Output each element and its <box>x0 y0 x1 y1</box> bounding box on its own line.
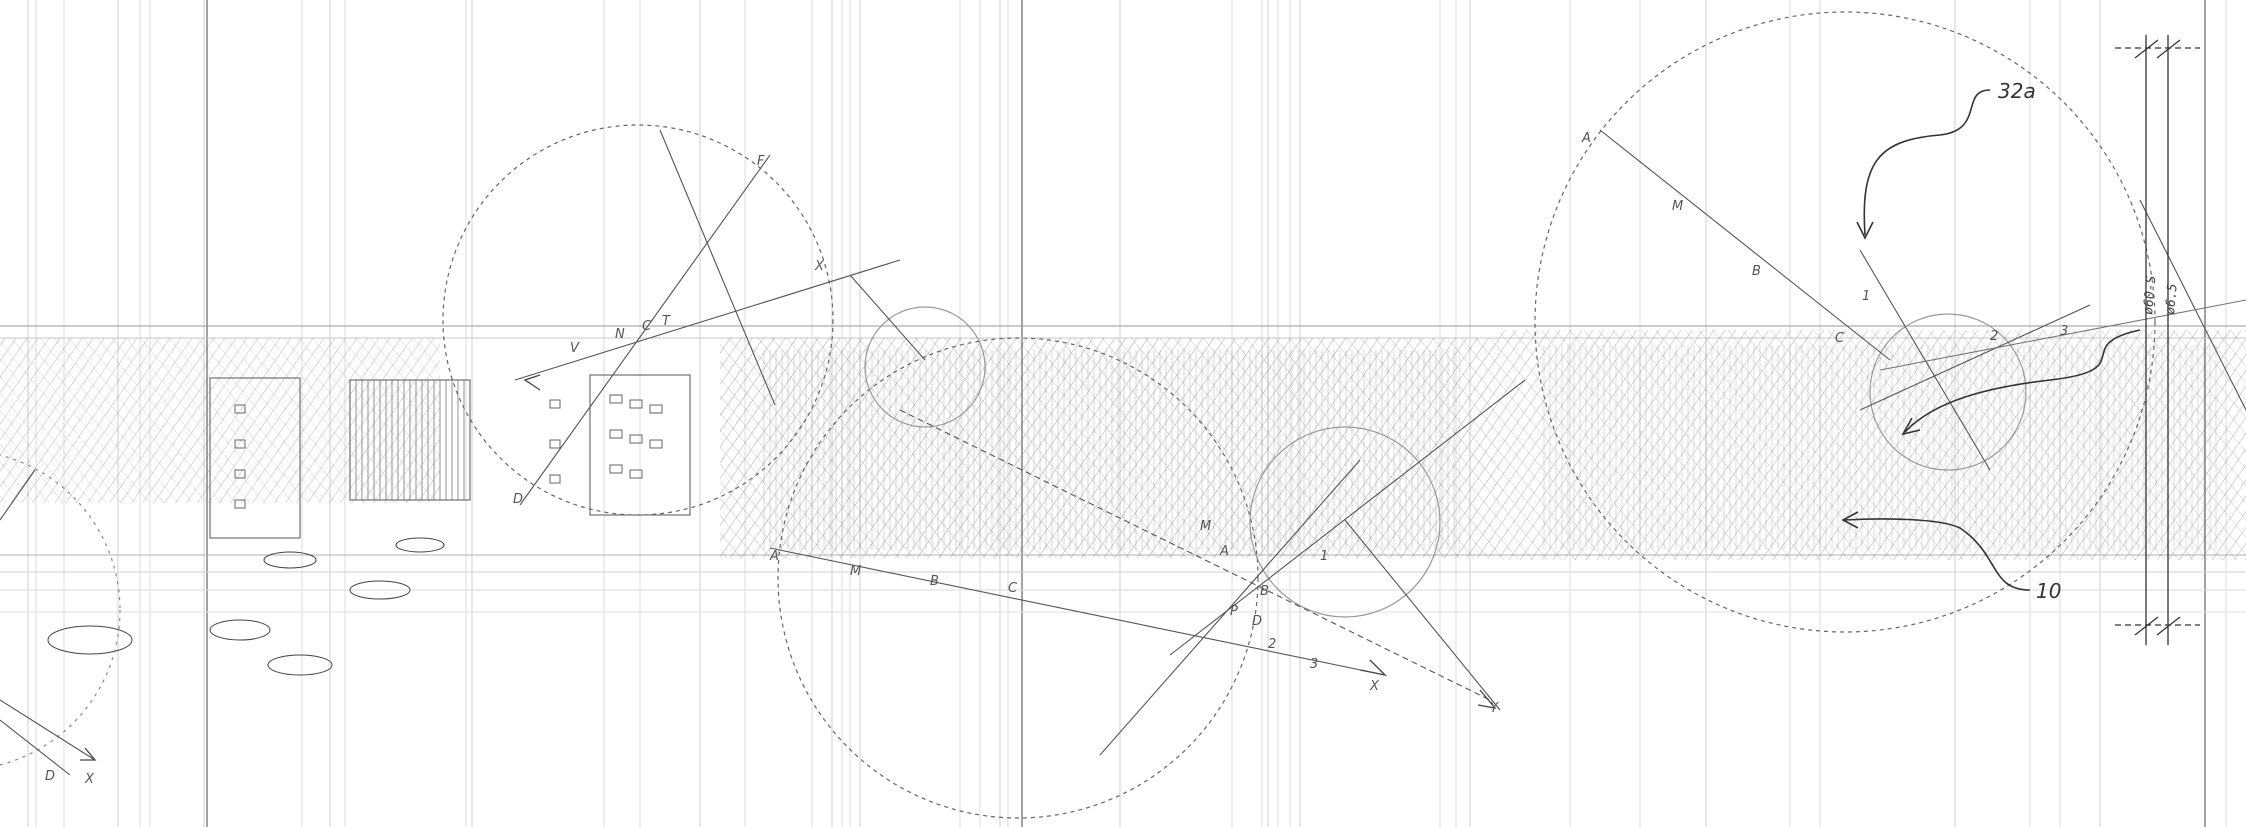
building-block-2 <box>349 379 471 501</box>
callout-labels: 32a 10 ø60-S ø6.5 <box>1998 79 2181 603</box>
label-center-b: B <box>1260 584 1269 599</box>
leader-5 <box>1904 329 2141 433</box>
dim-b-label: ø6.5 <box>2163 283 2181 316</box>
city-band-center-v <box>760 350 1460 550</box>
dim-a-label: ø60-S <box>2141 275 2159 315</box>
label-far-left-d: D <box>45 769 55 784</box>
label-left-t: T <box>662 314 671 329</box>
label-right-c: C <box>1835 331 1845 346</box>
label-right-3: 3 <box>2060 324 2068 339</box>
label-left-b: B <box>930 574 939 589</box>
construction-circles <box>0 11 2156 819</box>
window-grid <box>234 394 663 509</box>
construction-point-labels: V N C T F D A M B X C A D P 1 2 3 X Y M … <box>45 131 2068 787</box>
label-center-y: Y <box>1490 701 1499 716</box>
circle-small-3 <box>1869 313 2027 471</box>
label-center-3: 3 <box>1310 657 1318 672</box>
circle-small-2 <box>1249 426 1441 618</box>
label-left-f: F <box>757 154 765 169</box>
label-left-c: C <box>642 319 652 334</box>
label-center-c: C <box>1008 581 1018 596</box>
label-right-a: A <box>1581 131 1591 146</box>
label-left-x: X <box>814 259 825 274</box>
circle-center <box>777 337 1259 819</box>
label-center-p: P <box>1230 604 1238 619</box>
label-right-2: 2 <box>1990 329 1998 344</box>
label-center-a: A <box>1219 544 1229 559</box>
label-left-m: M <box>850 564 861 579</box>
city-band-right-v <box>1540 345 2220 550</box>
label-left-v: V <box>570 341 580 356</box>
label-far-left-x: X <box>84 772 95 787</box>
ref-32a-label: 32a <box>1998 79 2036 103</box>
label-left-d: D <box>513 492 523 507</box>
arrow-heads <box>80 374 1497 761</box>
label-right-1: 1 <box>1862 289 1870 304</box>
label-center-x: X <box>1369 679 1380 694</box>
building-block-1 <box>209 377 301 539</box>
dimension-line <box>2115 35 2200 645</box>
label-left-a: A <box>769 549 779 564</box>
leader-32a <box>1863 89 1991 236</box>
ref-10-label: 10 <box>2036 579 2061 603</box>
construction-lines <box>0 129 2246 776</box>
label-center-2: 2 <box>1268 637 1276 652</box>
label-center-d: D <box>1252 614 1262 629</box>
label-left-n: N <box>615 327 625 342</box>
label-center-m: M <box>1200 519 1211 534</box>
city-band <box>0 330 2246 560</box>
circle-far-left <box>0 454 121 766</box>
circle-small-1 <box>864 306 986 428</box>
left-buildings <box>47 374 691 676</box>
parked-cars <box>47 537 445 676</box>
callout-leaders <box>1841 89 2141 591</box>
circle-left <box>442 124 834 516</box>
label-right-b: B <box>1752 264 1761 279</box>
label-center-1: 1 <box>1320 549 1328 564</box>
label-right-m: M <box>1672 199 1683 214</box>
circle-right <box>1534 11 2156 633</box>
leader-10 <box>1844 518 2031 591</box>
